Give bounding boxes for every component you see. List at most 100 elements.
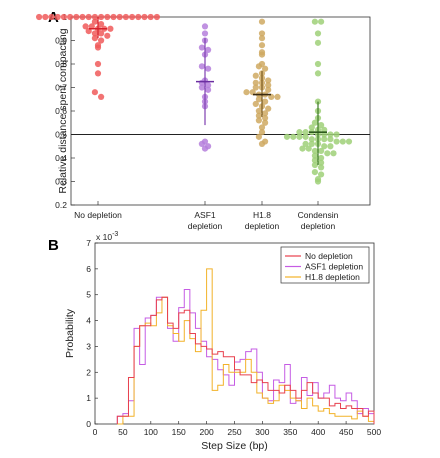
swarm-point [268,93,275,100]
swarm-point [314,30,322,37]
swarm-point [283,133,291,140]
swarm-point [91,35,98,42]
swarm-y-tick-label: 0.9 [55,36,67,46]
swarm-category-label: No depletion [74,210,122,220]
swarm-point [258,51,266,58]
swarm-point [262,65,269,72]
swarm-category-label: H1.8 [253,210,271,220]
swarm-point [327,131,334,138]
swarm-y-tick-label: 0.5 [55,130,67,140]
histogram-y-exponent: x 10-3 [96,231,118,242]
swarm-point [258,124,266,131]
swarm-point [201,30,209,37]
histogram-x-tick-label: 400 [311,427,325,437]
swarm-point [314,60,322,68]
swarm-point [274,93,281,100]
swarm-point [198,140,205,147]
swarm-point [60,13,67,21]
swarm-point [318,164,325,171]
swarm-point [255,96,262,103]
swarm-point [153,13,160,21]
swarm-y-tick-label: 0.6 [55,106,67,116]
swarm-point [252,84,259,91]
swarm-y-tick-label: 0.3 [55,177,67,187]
swarm-point [54,13,61,21]
swarm-point [98,30,105,37]
swarm-point [311,18,318,25]
swarm-point [311,169,318,176]
swarm-y-axis-label: Relative distance spent compacting [57,28,69,193]
swarm-y-tick-label: 0.7 [55,83,67,93]
swarm-point [243,89,250,96]
swarm-point [330,150,337,157]
swarm-point [345,138,353,145]
swarm-point [265,86,272,93]
swarm-point [94,44,102,51]
swarm-point [333,138,340,145]
swarm-point [302,133,309,140]
swarm-point [122,13,129,21]
swarm-point [318,18,325,25]
histogram-x-tick-label: 300 [255,427,269,437]
swarm-point [147,13,154,21]
histogram-x-tick-label: 450 [339,427,353,437]
swarm-point [104,13,111,21]
swarm-point [290,133,297,140]
swarm-point [258,18,266,25]
swarm-point [255,133,262,140]
histogram-x-tick-label: 100 [144,427,158,437]
swarm-point [265,77,272,84]
histogram-x-tick-label: 0 [93,427,98,437]
swarm-point [318,159,325,166]
swarm-point [308,140,315,147]
swarm-point [94,60,102,68]
swarm-point [110,13,117,21]
swarm-point [321,143,328,150]
swarm-point [296,129,303,136]
swarm-point [308,136,315,143]
swarm-point [318,154,325,162]
swarm-point [258,129,266,136]
swarm-point [327,143,334,150]
swarm-point [198,63,205,70]
swarm-point [252,79,259,86]
swarm-point [265,82,272,89]
swarm-point [302,129,309,136]
swarm-point [82,23,89,30]
swarm-point [321,136,328,143]
histogram-chart: Probability Step Size (bp) x 10-3 0 50 100… [64,231,381,452]
swarm-chart: Relative distance spent compacting 0.2 0.… [36,12,371,231]
swarm-point [311,152,318,159]
swarm-point [262,114,269,122]
swarm-point [255,107,262,115]
swarm-point [129,13,136,21]
swarm-point [324,150,331,157]
swarm-point [98,37,105,44]
swarm-point [91,89,98,96]
histogram-x-tick-label: 50 [118,427,128,437]
swarm-point [116,13,123,21]
swarm-point [262,119,269,126]
swarm-point [327,136,334,143]
swarm-point [36,13,43,21]
swarm-category-label: ASF1 [194,210,216,220]
swarm-point [104,32,111,39]
histogram-y-tick-label: 7 [86,238,91,248]
swarm-point [318,171,325,178]
swarm-point [305,145,312,152]
swarm-point [258,140,266,147]
swarm-point [262,110,269,117]
histogram-y-tick-label: 0 [86,419,91,429]
swarm-point [85,13,92,21]
swarm-point [265,105,272,112]
swarm-point [252,72,259,79]
swarm-point [198,84,205,91]
swarm-point [258,42,266,49]
exponent-power: -3 [112,231,118,238]
swarm-point [98,13,105,21]
swarm-point [302,140,309,147]
swarm-point [314,39,322,46]
histogram-series-2 [117,268,375,425]
histogram-x-tick-label: 250 [227,427,241,437]
